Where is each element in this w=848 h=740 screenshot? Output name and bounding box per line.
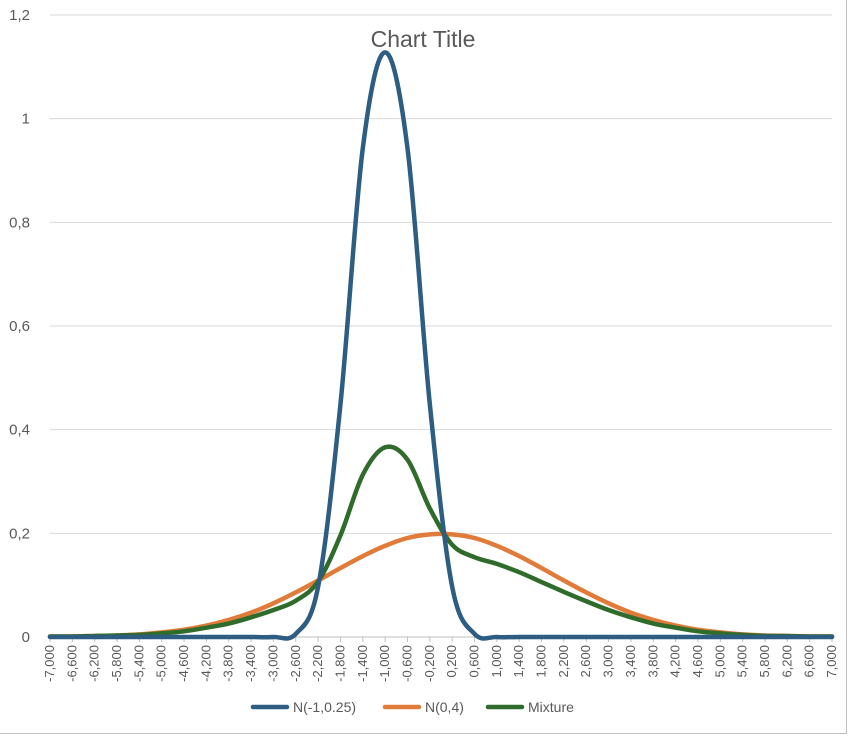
- x-tick-label: 5,000: [712, 645, 727, 678]
- series-line-n-0-4-: [47, 531, 835, 639]
- x-tick-label: 1,000: [489, 645, 504, 678]
- series-lines: [47, 50, 835, 641]
- x-tick-label: -5,000: [154, 645, 169, 682]
- y-tick-label: 0,4: [9, 422, 30, 439]
- x-tick-label: 7,000: [824, 645, 839, 678]
- x-tick-label: 6,200: [779, 645, 794, 678]
- legend-label[interactable]: N(0,4): [425, 699, 464, 715]
- legend-label[interactable]: Mixture: [528, 699, 574, 715]
- x-tick-label: 5,800: [757, 645, 772, 678]
- legend-label[interactable]: N(-1,0.25): [293, 699, 356, 715]
- x-tick-label: -5,400: [131, 645, 146, 682]
- x-tick-label: 0,600: [467, 645, 482, 678]
- y-tick-label: 0,6: [9, 318, 30, 335]
- x-tick-label: -2,600: [288, 645, 303, 682]
- x-tick-label: -1,800: [332, 645, 347, 682]
- x-tick-label: 0,200: [444, 645, 459, 678]
- x-tick-label: 6,600: [802, 645, 817, 678]
- x-tick-label: -0,600: [399, 645, 414, 682]
- x-tick-label: -3,000: [265, 645, 280, 682]
- x-tick-label: 2,200: [556, 645, 571, 678]
- x-tick-label: 3,400: [623, 645, 638, 678]
- x-tick-label: -0,200: [422, 645, 437, 682]
- x-tick-label: -2,200: [310, 645, 325, 682]
- x-tick-label: 1,400: [511, 645, 526, 678]
- x-tick-label: 2,600: [578, 645, 593, 678]
- y-tick-label: 0,8: [9, 214, 30, 231]
- chart-title[interactable]: Chart Title: [371, 26, 476, 52]
- x-tick-label: 4,600: [690, 645, 705, 678]
- x-tick-label: -3,400: [243, 645, 258, 682]
- x-tick-label: -4,200: [198, 645, 213, 682]
- x-tick-label: -6,200: [87, 645, 102, 682]
- x-tick-label: 3,000: [601, 645, 616, 678]
- x-tick-label: -6,600: [64, 645, 79, 682]
- x-tick-label: -7,000: [42, 645, 57, 682]
- y-tick-label: 1: [22, 111, 30, 128]
- x-tick-label: -5,800: [109, 645, 124, 682]
- x-tick-label: 4,200: [668, 645, 683, 678]
- legend[interactable]: N(-1,0.25) N(0,4) Mixture: [250, 699, 574, 715]
- x-tick-label: 5,400: [735, 645, 750, 678]
- series-line-n-1-0-25-: [47, 50, 835, 641]
- x-tick-label: -1,400: [355, 645, 370, 682]
- y-tick-label: 0: [22, 629, 30, 646]
- series-line-mixture: [47, 444, 835, 639]
- y-tick-label: 0,2: [9, 525, 30, 542]
- x-tick-label: -1,000: [377, 645, 392, 682]
- y-axis-ticks: 0 0,2 0,4 0,6 0,8 1 1,2: [9, 7, 30, 646]
- gridlines: [50, 14, 832, 638]
- x-tick-label: -3,800: [221, 645, 236, 682]
- x-tick-label: 1,800: [534, 645, 549, 678]
- x-axis-ticks: -7,000 -6,600 -6,200 -5,800 -5,400 -5,000 -4,6…: [42, 637, 839, 682]
- x-tick-label: 3,800: [645, 645, 660, 678]
- x-tick-label: -4,600: [176, 645, 191, 682]
- y-tick-label: 1,2: [9, 7, 30, 24]
